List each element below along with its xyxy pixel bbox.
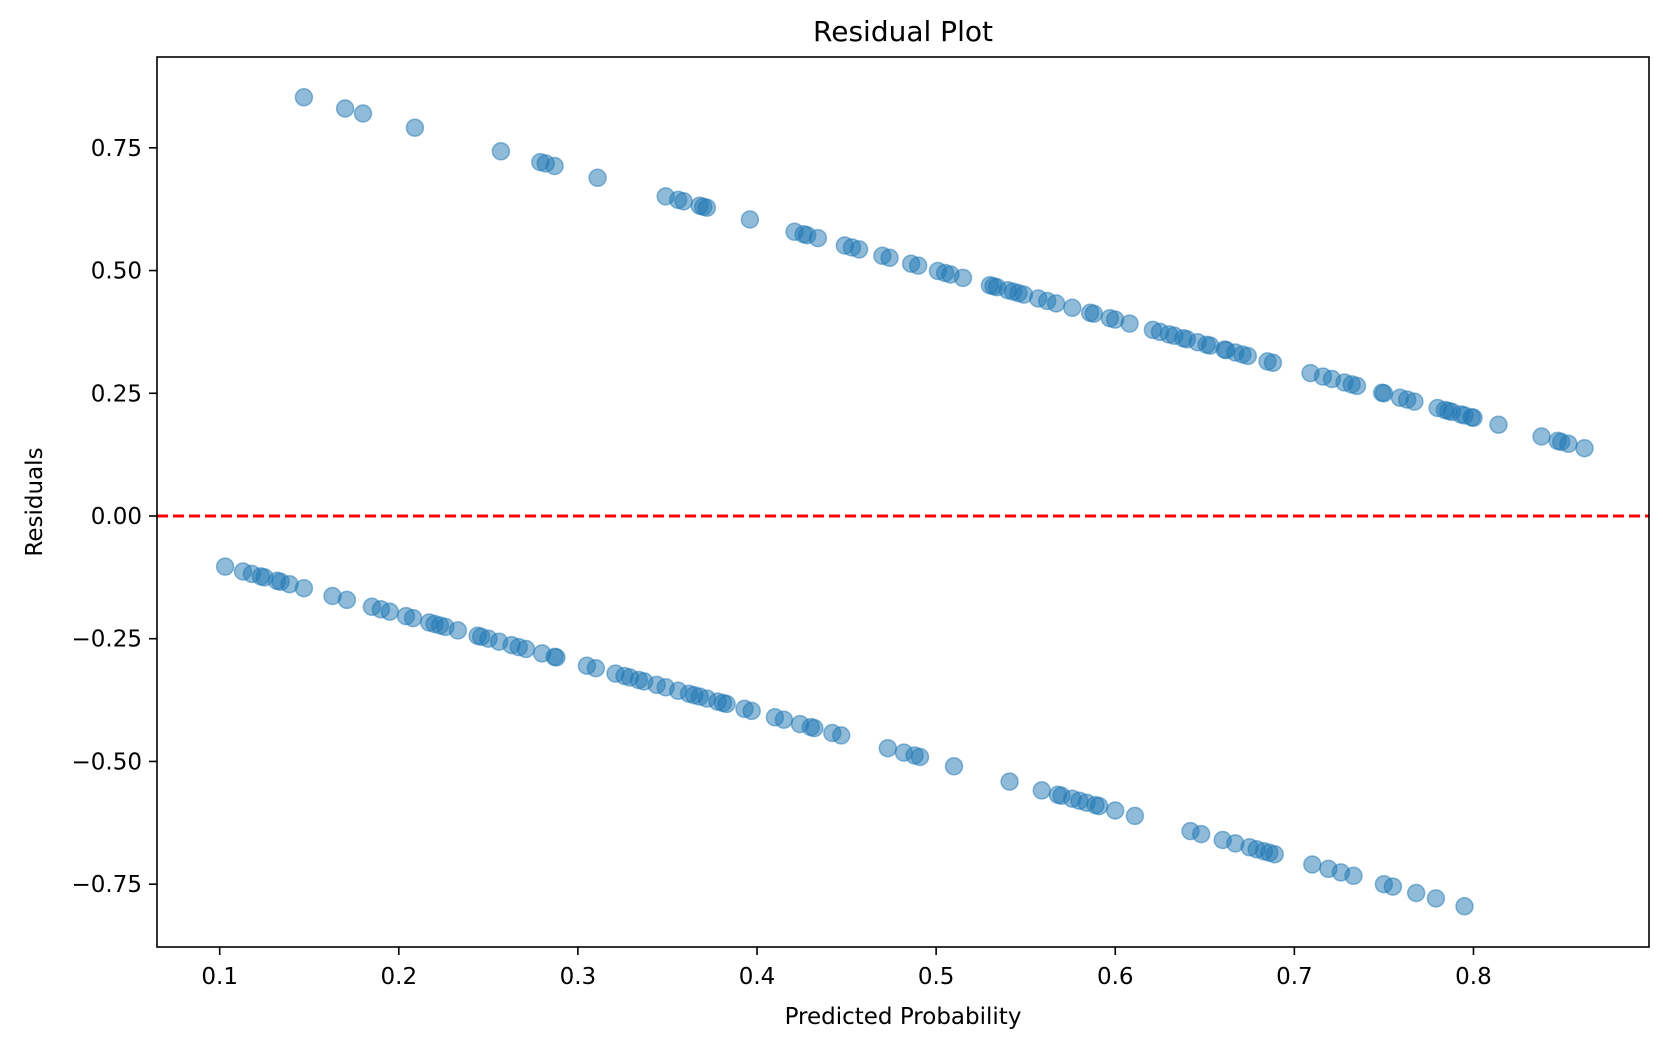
scatter-point [491,142,511,161]
scatter-point [831,726,851,745]
scatter-point [403,608,423,628]
scatter-point [1032,781,1052,800]
plot-area-frame [156,56,1650,948]
scatter-point [1089,796,1109,816]
scatter-point [1464,408,1483,428]
scatter-point [1559,434,1578,454]
scatter-point [1405,392,1424,411]
scatter-point [294,578,314,598]
scatter-point [1455,897,1474,916]
scatter-point [742,701,761,721]
scatter-point [953,268,973,288]
scatter-point [380,602,400,621]
y-tick-label: −0.25 [72,627,142,653]
x-tick-label: 0.6 [1097,964,1134,990]
scatter-point [337,590,357,610]
y-tick-label: −0.75 [72,872,142,898]
scatter-point [880,248,899,268]
scatter-point [335,99,355,118]
scatter-point [1344,866,1363,886]
scatter-point [1575,438,1594,458]
y-axis-label: Residuals [22,447,48,556]
scatter-point [1489,415,1508,434]
x-axis-ticks: 0.1 0.2 0.3 0.4 0.5 0.6 0.7 0.8 [201,947,1492,990]
x-tick-label: 0.4 [739,964,776,990]
scatter-point [516,639,536,659]
scatter-point [448,621,468,640]
scatter-point [697,198,717,217]
scatter-point [774,710,794,729]
scatter-point [1426,889,1446,908]
x-tick-label: 0.2 [381,964,418,990]
scatter-point [674,192,693,211]
scatter-point [586,658,606,678]
scatter-point [944,757,964,776]
scatter-point [1191,824,1211,844]
x-tick-label: 0.8 [1455,964,1492,990]
scatter-point [740,210,760,229]
y-tick-label: 0.00 [91,504,142,530]
scatter-point [1406,883,1426,903]
scatter-point [1120,314,1139,333]
scatter-point [353,104,373,123]
scatter-point [547,648,566,667]
scatter-point [1347,376,1367,396]
y-axis-ticks: 0.75 0.50 0.25 0.00 −0.25 −0.50 −0.75 [72,136,157,898]
scatter-point [1063,298,1082,318]
scatter-point [805,718,824,738]
y-tick-label: 0.50 [91,259,142,285]
x-tick-label: 0.7 [1276,964,1313,990]
scatter-point [908,256,928,275]
scatter-point [545,156,564,176]
scatter-point [878,738,898,758]
chart-title: Residual Plot [813,15,993,48]
scatter-point [1046,294,1066,313]
x-axis-label: Predicted Probability [785,1004,1022,1030]
scatter-point [1383,877,1403,896]
x-tick-label: 0.5 [918,964,955,990]
scatter-point [808,228,828,248]
y-tick-label: −0.50 [72,749,142,775]
x-tick-label: 0.1 [201,964,238,990]
scatter-point [1303,855,1322,874]
scatter-point [1374,384,1394,403]
scatter-point [405,118,425,137]
scatter-point [294,88,314,107]
scatter-point [717,694,736,714]
scatter-point [849,240,869,259]
y-tick-label: 0.75 [91,136,142,162]
data-points [215,88,1594,916]
scatter-point [910,747,930,767]
scatter-point [1265,844,1284,864]
scatter-point [215,557,235,576]
scatter-point [1105,801,1125,820]
scatter-point [1125,806,1145,826]
scatter-point [1263,353,1283,373]
y-tick-label: 0.25 [91,381,142,407]
scatter-point [1238,346,1258,366]
scatter-point [588,168,607,188]
scatter-point [1532,427,1551,446]
x-tick-label: 0.3 [560,964,597,990]
scatter-point [1084,304,1104,323]
scatter-point [1000,772,1019,791]
